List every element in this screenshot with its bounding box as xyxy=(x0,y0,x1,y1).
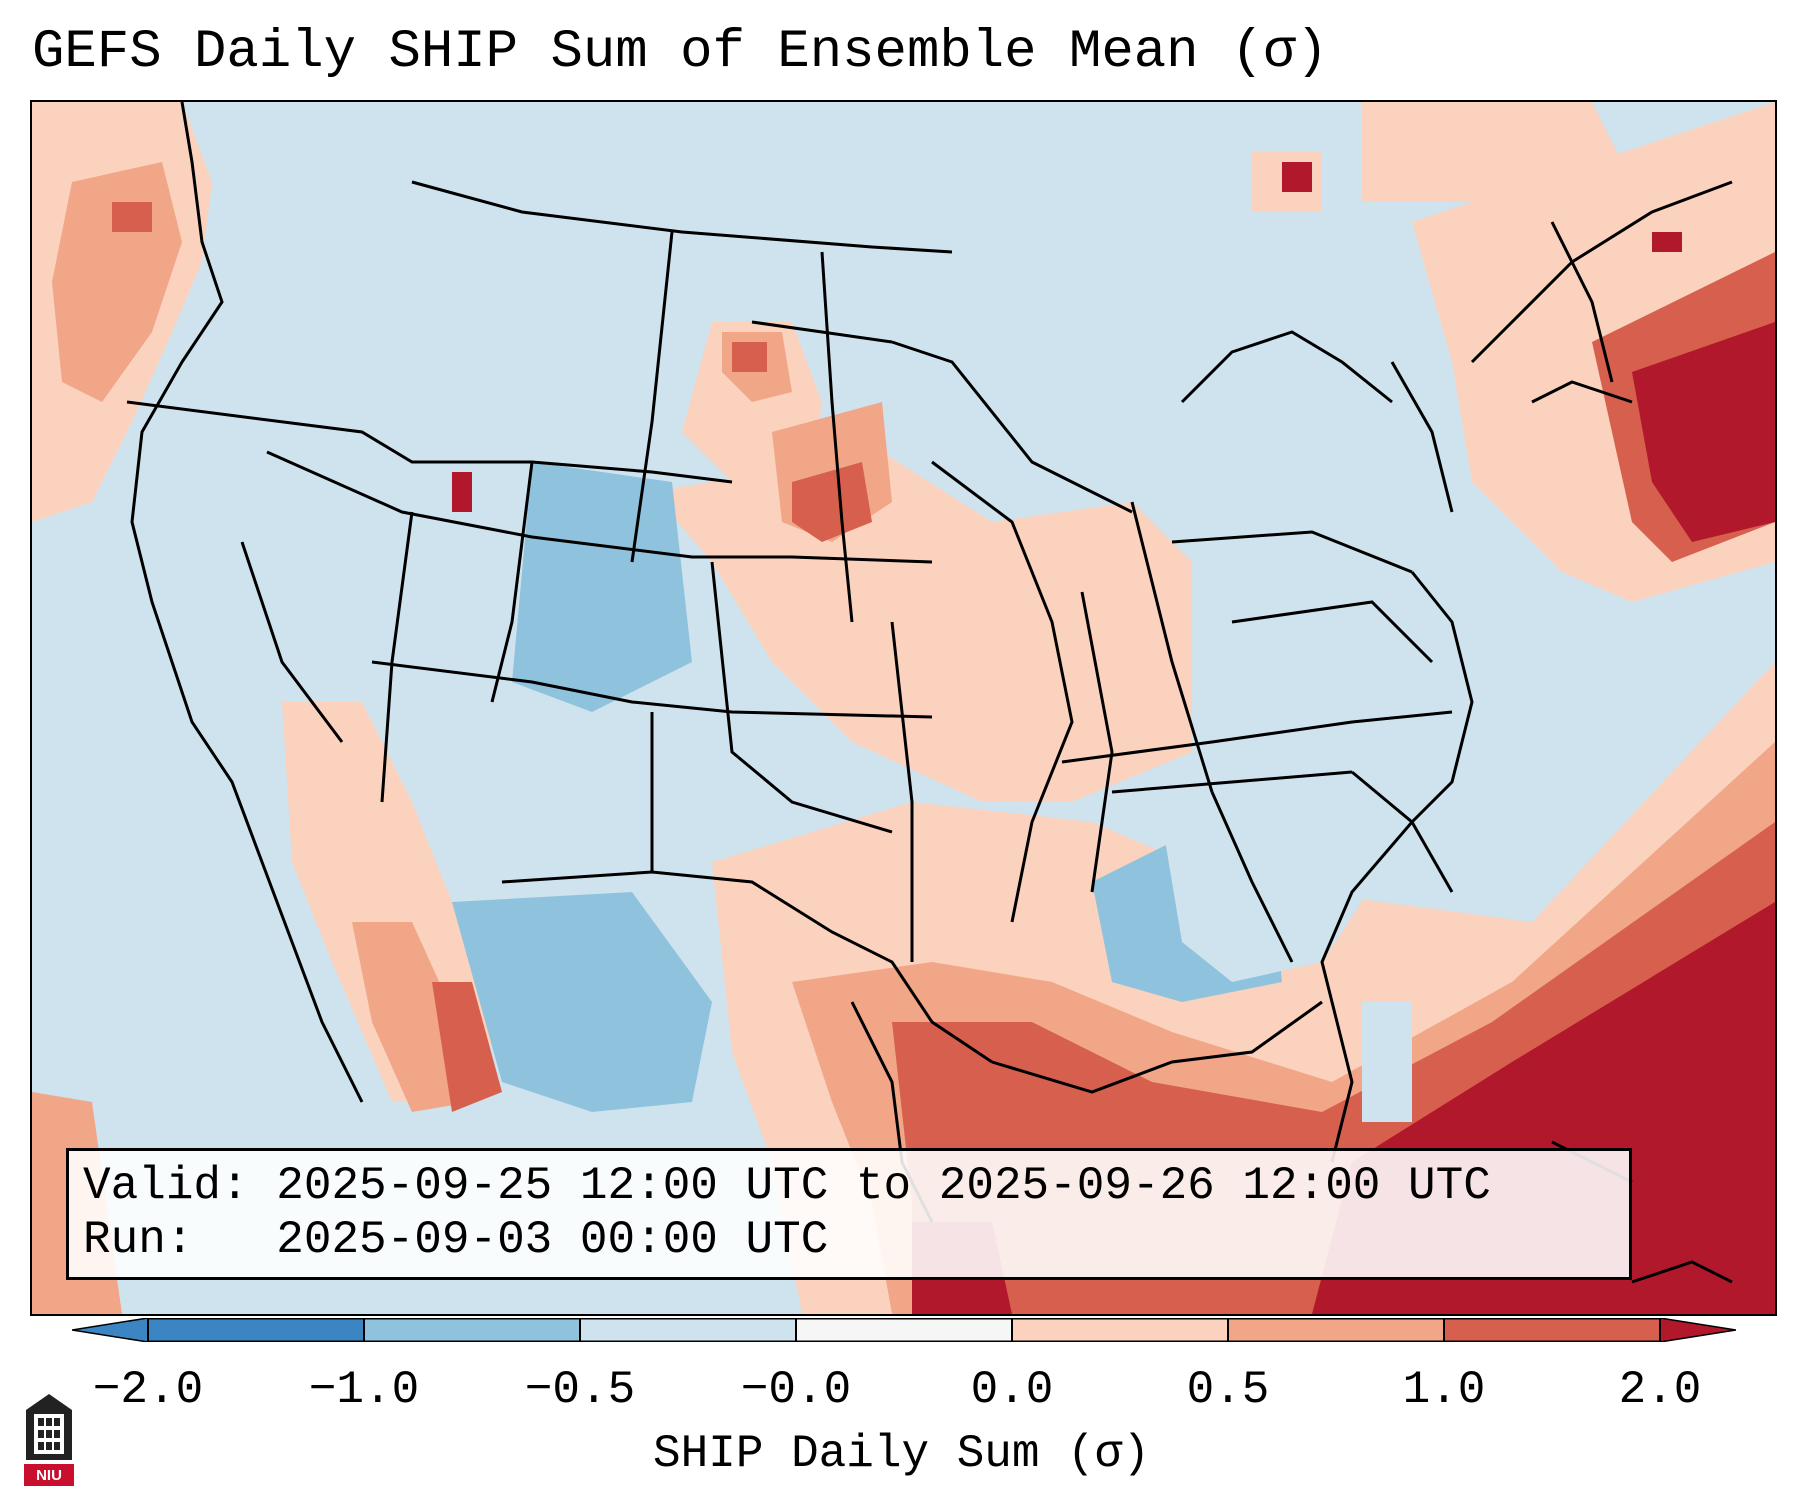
southwest-field xyxy=(282,462,712,1112)
ship-map xyxy=(32,102,1775,1314)
colorbar-bin-1 xyxy=(148,1318,364,1342)
map-title: GEFS Daily SHIP Sum of Ensemble Mean (σ) xyxy=(32,22,1329,83)
boundaries xyxy=(126,102,1733,1284)
colorbar-bin-6 xyxy=(1228,1318,1444,1342)
niu-logo-icon xyxy=(24,1394,74,1486)
niu-logo-text: NIU xyxy=(36,1467,62,1484)
map-panel xyxy=(30,100,1777,1316)
colorbar-tick-label: 2.0 xyxy=(1618,1364,1702,1416)
colorbar-tick-label: −0.0 xyxy=(740,1364,852,1416)
northeast-positive-field xyxy=(1252,102,1775,602)
colorbar-extend-high xyxy=(1659,1318,1736,1342)
run-time-text: Run: 2025-09-03 00:00 UTC xyxy=(83,1214,829,1266)
colorbar-extend-low xyxy=(72,1318,149,1342)
colorbar-bin-3 xyxy=(580,1318,796,1342)
colorbar-bin-2 xyxy=(364,1318,580,1342)
colorbar-tick-label: −2.0 xyxy=(92,1364,204,1416)
colorbar-bin-7 xyxy=(1444,1318,1660,1342)
colorbar-bin-5 xyxy=(1012,1318,1228,1342)
southeast-negative-field xyxy=(1092,802,1412,1122)
colorbar-bin-4 xyxy=(796,1318,1012,1342)
colorbar-tick-label: 0.0 xyxy=(970,1364,1054,1416)
colorbar-tick-label: −1.0 xyxy=(308,1364,420,1416)
colorbar xyxy=(72,1318,1736,1342)
plains-positive-field xyxy=(452,322,1192,802)
colorbar-tick-label: 1.0 xyxy=(1402,1364,1486,1416)
colorbar-tick-label: 0.5 xyxy=(1186,1364,1270,1416)
colorbar-tick-label: −0.5 xyxy=(524,1364,636,1416)
validity-info-box: Valid: 2025-09-25 12:00 UTC to 2025-09-2… xyxy=(66,1148,1632,1280)
valid-time-text: Valid: 2025-09-25 12:00 UTC to 2025-09-2… xyxy=(83,1160,1491,1212)
colorbar-label: SHIP Daily Sum (σ) xyxy=(653,1428,1150,1480)
